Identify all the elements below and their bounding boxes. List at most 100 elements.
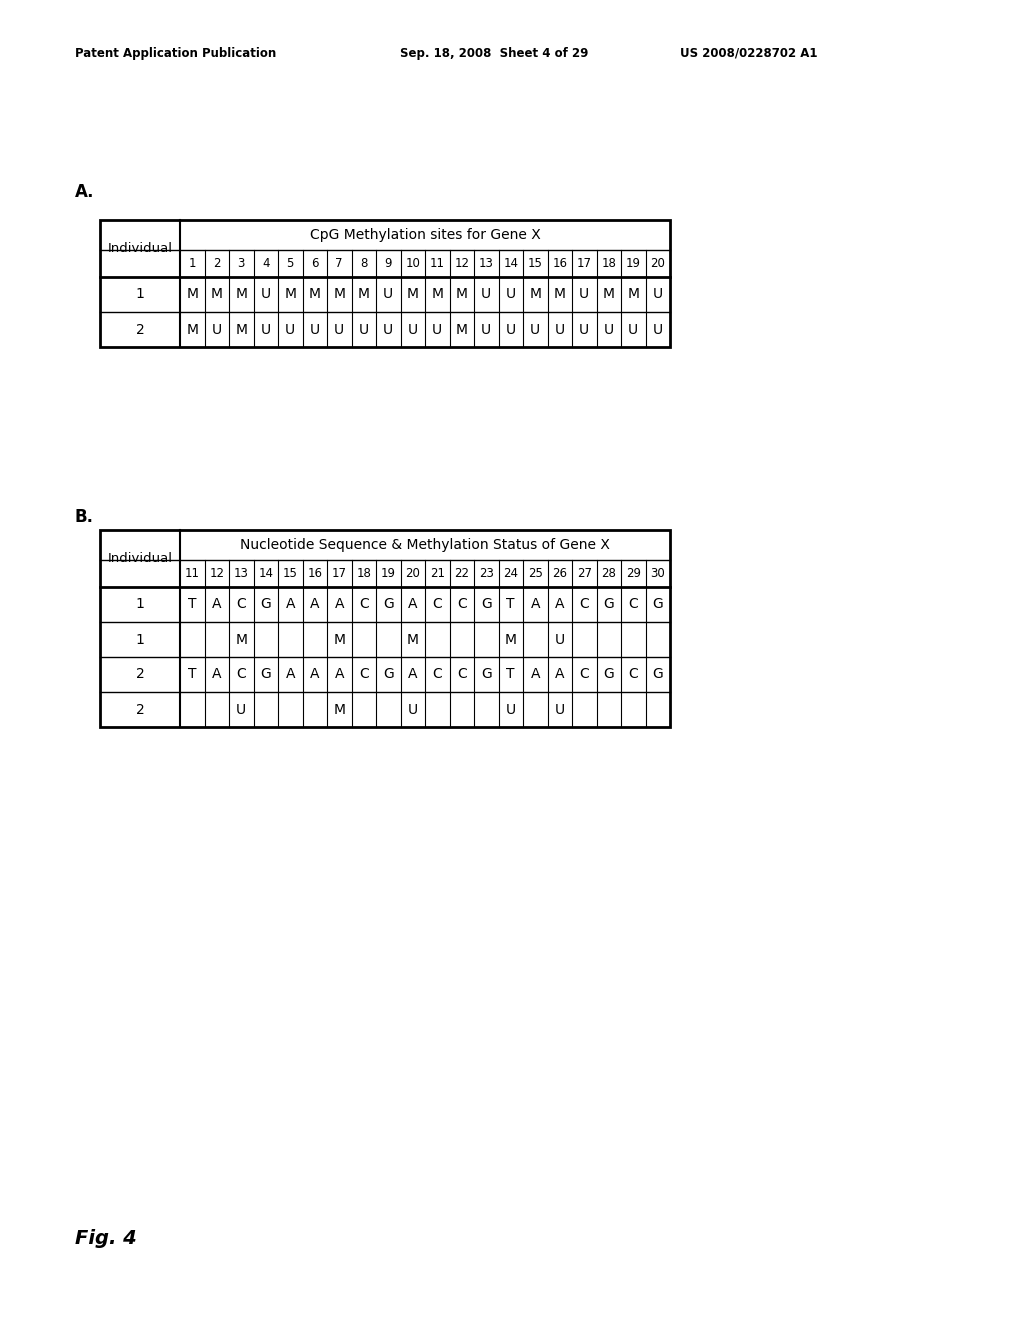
Text: M: M bbox=[554, 288, 565, 301]
Text: 2: 2 bbox=[213, 257, 220, 271]
Text: C: C bbox=[629, 668, 638, 681]
Text: 2: 2 bbox=[135, 322, 144, 337]
Text: 17: 17 bbox=[577, 257, 592, 271]
Text: U: U bbox=[555, 632, 565, 647]
Text: A.: A. bbox=[75, 183, 94, 201]
Text: 26: 26 bbox=[552, 568, 567, 579]
Bar bbox=[100, 531, 670, 727]
Text: M: M bbox=[309, 288, 321, 301]
Text: C: C bbox=[580, 668, 589, 681]
Text: A: A bbox=[530, 598, 540, 611]
Text: U: U bbox=[580, 288, 590, 301]
Text: M: M bbox=[236, 322, 247, 337]
Text: U: U bbox=[408, 702, 418, 717]
Text: U: U bbox=[555, 322, 565, 337]
Text: 1: 1 bbox=[135, 632, 144, 647]
Text: 14: 14 bbox=[503, 257, 518, 271]
Text: 30: 30 bbox=[650, 568, 666, 579]
Text: U: U bbox=[530, 322, 541, 337]
Text: A: A bbox=[310, 668, 319, 681]
Text: 22: 22 bbox=[455, 568, 469, 579]
Text: M: M bbox=[456, 288, 468, 301]
Text: G: G bbox=[603, 668, 614, 681]
Text: A: A bbox=[335, 598, 344, 611]
Text: 1: 1 bbox=[188, 257, 196, 271]
Text: G: G bbox=[652, 668, 664, 681]
Text: 29: 29 bbox=[626, 568, 641, 579]
Text: 17: 17 bbox=[332, 568, 347, 579]
Text: U: U bbox=[506, 288, 516, 301]
Text: 13: 13 bbox=[479, 257, 494, 271]
Text: 12: 12 bbox=[209, 568, 224, 579]
Text: M: M bbox=[407, 632, 419, 647]
Text: 18: 18 bbox=[356, 568, 371, 579]
Text: A: A bbox=[408, 668, 418, 681]
Text: M: M bbox=[431, 288, 443, 301]
Text: C: C bbox=[580, 598, 589, 611]
Text: 14: 14 bbox=[258, 568, 273, 579]
Text: T: T bbox=[188, 668, 197, 681]
Text: A: A bbox=[555, 668, 564, 681]
Text: U: U bbox=[358, 322, 369, 337]
Text: C: C bbox=[358, 668, 369, 681]
Text: 2: 2 bbox=[135, 668, 144, 681]
Text: CpG Methylation sites for Gene X: CpG Methylation sites for Gene X bbox=[309, 228, 541, 242]
Text: C: C bbox=[237, 668, 246, 681]
Text: U: U bbox=[432, 322, 442, 337]
Text: U: U bbox=[383, 288, 393, 301]
Text: A: A bbox=[286, 598, 295, 611]
Text: M: M bbox=[407, 288, 419, 301]
Text: M: M bbox=[211, 288, 223, 301]
Text: M: M bbox=[456, 322, 468, 337]
Text: Individual: Individual bbox=[108, 552, 172, 565]
Text: U: U bbox=[652, 322, 663, 337]
Text: G: G bbox=[260, 668, 271, 681]
Text: B.: B. bbox=[75, 508, 94, 525]
Text: 23: 23 bbox=[479, 568, 494, 579]
Text: 20: 20 bbox=[406, 568, 420, 579]
Text: US 2008/0228702 A1: US 2008/0228702 A1 bbox=[680, 46, 817, 59]
Text: U: U bbox=[261, 288, 270, 301]
Text: 27: 27 bbox=[577, 568, 592, 579]
Text: U: U bbox=[237, 702, 247, 717]
Text: A: A bbox=[408, 598, 418, 611]
Text: C: C bbox=[457, 598, 467, 611]
Text: G: G bbox=[260, 598, 271, 611]
Text: U: U bbox=[261, 322, 270, 337]
Bar bbox=[100, 220, 670, 347]
Text: U: U bbox=[334, 322, 344, 337]
Text: U: U bbox=[212, 322, 222, 337]
Text: A: A bbox=[555, 598, 564, 611]
Text: 16: 16 bbox=[552, 257, 567, 271]
Text: C: C bbox=[432, 598, 442, 611]
Text: T: T bbox=[188, 598, 197, 611]
Text: Patent Application Publication: Patent Application Publication bbox=[75, 46, 276, 59]
Text: 24: 24 bbox=[503, 568, 518, 579]
Text: 21: 21 bbox=[430, 568, 444, 579]
Text: M: M bbox=[529, 288, 542, 301]
Text: 28: 28 bbox=[601, 568, 616, 579]
Text: M: M bbox=[285, 288, 296, 301]
Text: A: A bbox=[212, 668, 221, 681]
Text: C: C bbox=[629, 598, 638, 611]
Text: G: G bbox=[481, 598, 492, 611]
Text: G: G bbox=[652, 598, 664, 611]
Text: C: C bbox=[358, 598, 369, 611]
Text: 13: 13 bbox=[233, 568, 249, 579]
Text: 10: 10 bbox=[406, 257, 420, 271]
Text: 11: 11 bbox=[430, 257, 444, 271]
Text: G: G bbox=[603, 598, 614, 611]
Text: U: U bbox=[309, 322, 319, 337]
Text: M: M bbox=[333, 702, 345, 717]
Text: U: U bbox=[383, 322, 393, 337]
Text: 4: 4 bbox=[262, 257, 269, 271]
Text: M: M bbox=[357, 288, 370, 301]
Text: Individual: Individual bbox=[108, 242, 172, 255]
Text: 25: 25 bbox=[527, 568, 543, 579]
Text: 20: 20 bbox=[650, 257, 666, 271]
Text: 9: 9 bbox=[384, 257, 392, 271]
Text: U: U bbox=[604, 322, 613, 337]
Text: 15: 15 bbox=[527, 257, 543, 271]
Text: G: G bbox=[383, 668, 393, 681]
Text: U: U bbox=[506, 322, 516, 337]
